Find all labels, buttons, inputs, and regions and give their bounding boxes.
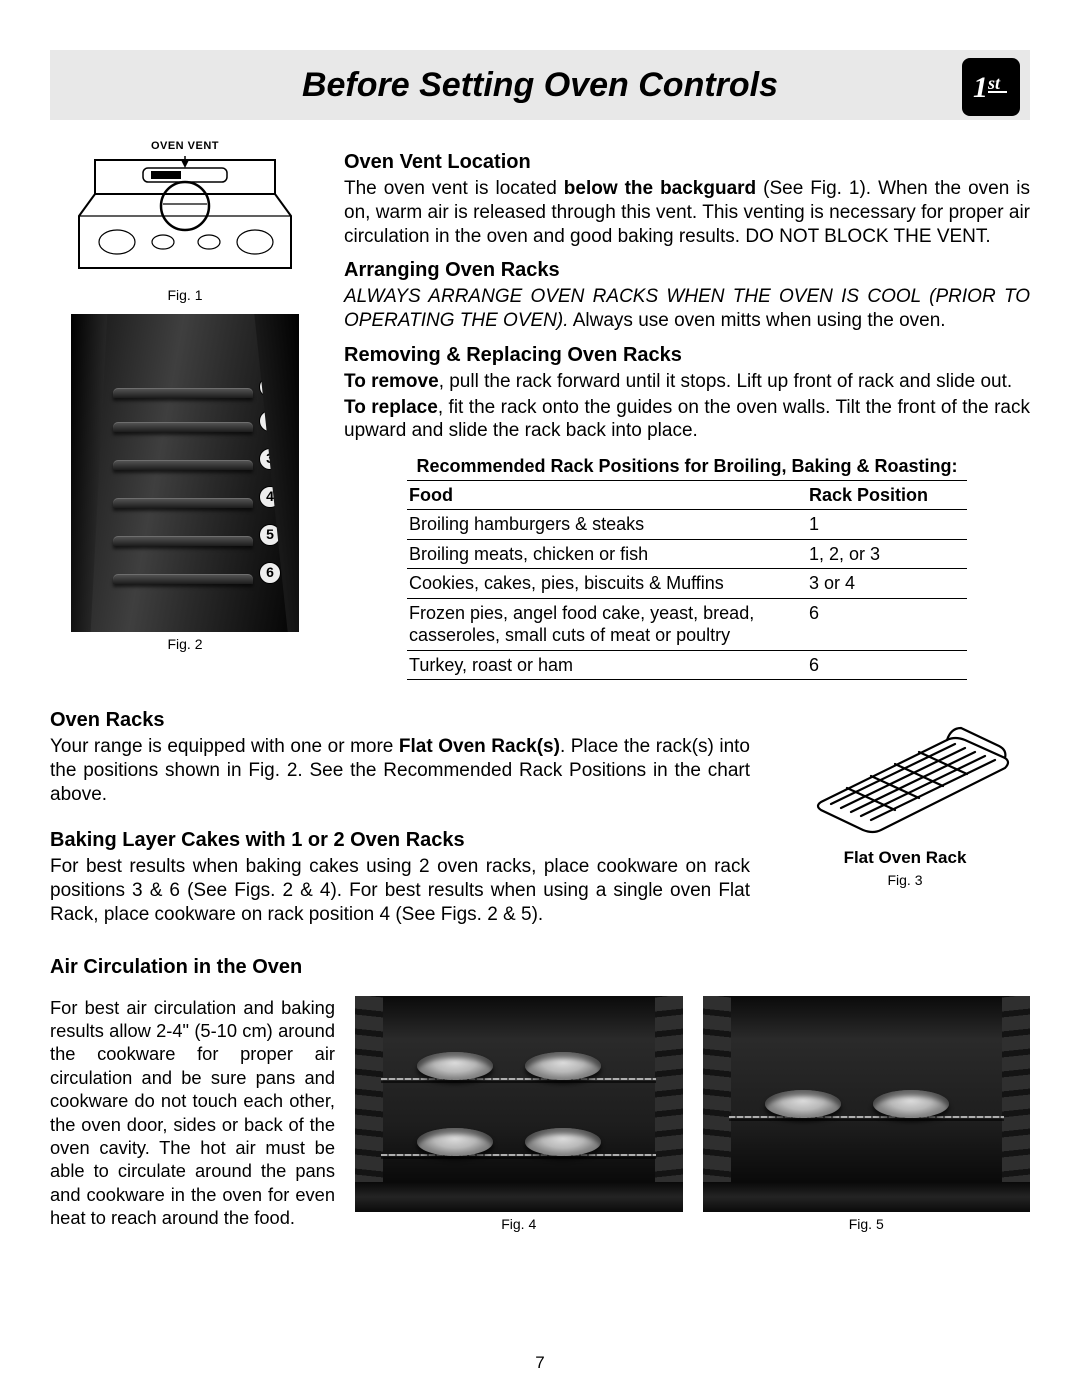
fig2-caption: Fig. 2	[50, 636, 320, 654]
para-oven-vent: The oven vent is located below the backg…	[344, 177, 1030, 248]
table-cell-food: Turkey, roast or ham	[407, 650, 807, 680]
flat-rack-svg	[795, 704, 1015, 834]
mid-text-column: Oven Racks Your range is equipped with o…	[50, 698, 750, 935]
table-header-position: Rack Position	[807, 481, 967, 510]
oven-rail	[113, 536, 253, 546]
oven-rail-badge: 5	[259, 524, 281, 546]
fig3-caption: Fig. 3	[780, 872, 1030, 890]
fig1-caption: Fig. 1	[50, 287, 320, 305]
table-cell-food: Broiling meats, chicken or fish	[407, 539, 807, 569]
table-cell-food: Cookies, cakes, pies, biscuits & Muffins	[407, 569, 807, 599]
svg-text:st: st	[987, 73, 1001, 93]
fig5-caption: Fig. 5	[703, 1216, 1031, 1234]
para-baking: For best results when baking cakes using…	[50, 855, 750, 926]
text-run: Always use oven mitts when using the ove…	[569, 310, 946, 331]
page-header: Before Setting Oven Controls 1 st	[50, 50, 1030, 120]
table-cell-food: Broiling hamburgers & steaks	[407, 510, 807, 540]
para-oven-racks: Your range is equipped with one or more …	[50, 735, 750, 806]
page-number: 7	[0, 1352, 1080, 1373]
table-row: Turkey, roast or ham6	[407, 650, 967, 680]
text-run: , fit the rack onto the guides on the ov…	[344, 397, 1030, 442]
para-replace: To replace, fit the rack onto the guides…	[344, 396, 1030, 444]
fig3-box: Flat Oven Rack Fig. 3	[780, 698, 1030, 890]
table-cell-position: 1, 2, or 3	[807, 539, 967, 569]
oven-rail-badge: 6	[259, 562, 281, 584]
table-cell-position: 3 or 4	[807, 569, 967, 599]
text-run-bold: To remove	[344, 371, 439, 392]
heading-air: Air Circulation in the Oven	[50, 955, 1030, 980]
fig2-oven-photo: 1 2 3 4 5 6	[71, 314, 299, 632]
heading-arranging: Arranging Oven Racks	[344, 258, 1030, 283]
rack-position-table: Recommended Rack Positions for Broiling,…	[407, 455, 967, 680]
oven-rail	[113, 498, 253, 508]
heading-oven-racks: Oven Racks	[50, 708, 750, 733]
heading-removing: Removing & Replacing Oven Racks	[344, 343, 1030, 368]
oven-rail	[113, 388, 253, 398]
text-run-bold: To replace	[344, 397, 438, 418]
heading-baking: Baking Layer Cakes with 1 or 2 Oven Rack…	[50, 828, 750, 853]
table-cell-position: 1	[807, 510, 967, 540]
table-cell-position: 6	[807, 650, 967, 680]
fig4-caption: Fig. 4	[355, 1216, 683, 1234]
table-row: Broiling hamburgers & steaks1	[407, 510, 967, 540]
fig5-oven-photo	[703, 996, 1031, 1212]
svg-text:1: 1	[973, 71, 988, 104]
brand-logo-1st: 1 st	[962, 58, 1020, 116]
para-arranging: ALWAYS ARRANGE OVEN RACKS WHEN THE OVEN …	[344, 285, 1030, 333]
heading-oven-vent: Oven Vent Location	[344, 150, 1030, 175]
para-remove: To remove, pull the rack forward until i…	[344, 370, 1030, 394]
left-figure-column: OVEN VENT Fig. 1 1 2 3 4 5 6 Fig. 2	[50, 140, 320, 680]
oven-rail-badge: 3	[259, 448, 281, 470]
fig1-label: OVEN VENT	[50, 140, 320, 154]
oven-rail-badge: 1	[259, 376, 281, 398]
oven-rail	[113, 574, 253, 584]
table-cell-food: Frozen pies, angel food cake, yeast, bre…	[407, 598, 807, 650]
page-title: Before Setting Oven Controls	[302, 64, 778, 107]
table-caption: Recommended Rack Positions for Broiling,…	[407, 455, 967, 481]
right-text-column: Oven Vent Location The oven vent is loca…	[344, 140, 1030, 680]
table-row: Cookies, cakes, pies, biscuits & Muffins…	[407, 569, 967, 599]
oven-rail-badge: 4	[259, 486, 281, 508]
oven-rail	[113, 422, 253, 432]
text-run-bold: below the backguard	[564, 178, 756, 199]
text-run: The oven vent is located	[344, 178, 564, 199]
text-run: , pull the rack forward until it stops. …	[439, 371, 1012, 392]
fig4-oven-photo	[355, 996, 683, 1212]
table-header-food: Food	[407, 481, 807, 510]
para-air-column: For best air circulation and baking resu…	[50, 996, 335, 1234]
stove-top-svg	[75, 156, 295, 276]
text-run-bold: Flat Oven Rack(s)	[399, 736, 560, 757]
text-run: Your range is equipped with one or more	[50, 736, 399, 757]
oven-rail	[113, 460, 253, 470]
para-air: For best air circulation and baking resu…	[50, 996, 335, 1230]
fig3-label: Flat Oven Rack	[780, 847, 1030, 868]
table-row: Broiling meats, chicken or fish1, 2, or …	[407, 539, 967, 569]
fig4-box: Fig. 4	[355, 996, 683, 1234]
fig5-box: Fig. 5	[703, 996, 1031, 1234]
oven-rail-badge: 2	[259, 410, 281, 432]
fig1-diagram: OVEN VENT Fig. 1	[50, 140, 320, 304]
table-cell-position: 6	[807, 598, 967, 650]
table-row: Frozen pies, angel food cake, yeast, bre…	[407, 598, 967, 650]
